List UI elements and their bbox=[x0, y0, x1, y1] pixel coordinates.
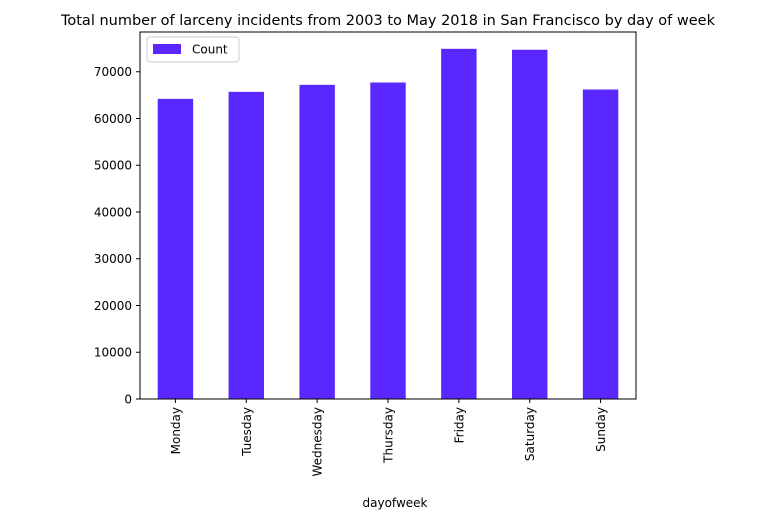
legend-box bbox=[146, 36, 240, 63]
bars-layer bbox=[157, 48, 619, 400]
x-tick-label: Tuesday bbox=[240, 407, 254, 457]
bar-tuesday bbox=[228, 91, 264, 399]
legend-label: Count bbox=[192, 43, 228, 57]
y-tick-label: 30000 bbox=[94, 252, 132, 266]
x-axis: Monday Tuesday Wednesday Thursday Friday Satu… bbox=[169, 399, 608, 476]
x-tick-label: Monday bbox=[169, 407, 183, 454]
legend: Count bbox=[146, 36, 240, 63]
bar-saturday bbox=[512, 49, 548, 400]
x-tick-label: Wednesday bbox=[311, 407, 325, 476]
y-tick-label: 70000 bbox=[94, 65, 132, 79]
x-axis-label: dayofweek bbox=[363, 496, 428, 510]
x-tick-label: Saturday bbox=[523, 407, 537, 461]
y-tick-label: 10000 bbox=[94, 346, 132, 360]
y-axis: 0 10000 20000 30000 40000 50000 60000 70000 bbox=[94, 65, 140, 407]
x-tick-label: Sunday bbox=[594, 407, 608, 452]
chart-title: Total number of larceny incidents from 2… bbox=[60, 13, 716, 29]
x-tick-label: Thursday bbox=[382, 407, 396, 464]
y-tick-label: 50000 bbox=[94, 159, 132, 173]
bar-thursday bbox=[370, 82, 406, 400]
legend-swatch bbox=[153, 44, 181, 54]
bar-friday bbox=[441, 48, 477, 399]
x-tick-label: Friday bbox=[452, 407, 466, 443]
y-tick-label: 40000 bbox=[94, 205, 132, 219]
y-tick-label: 20000 bbox=[94, 299, 132, 313]
bar-sunday bbox=[582, 89, 619, 399]
y-tick-label: 60000 bbox=[94, 112, 132, 126]
y-tick-label: 0 bbox=[124, 393, 132, 407]
bar-wednesday bbox=[299, 84, 335, 399]
bar-monday bbox=[157, 98, 194, 399]
